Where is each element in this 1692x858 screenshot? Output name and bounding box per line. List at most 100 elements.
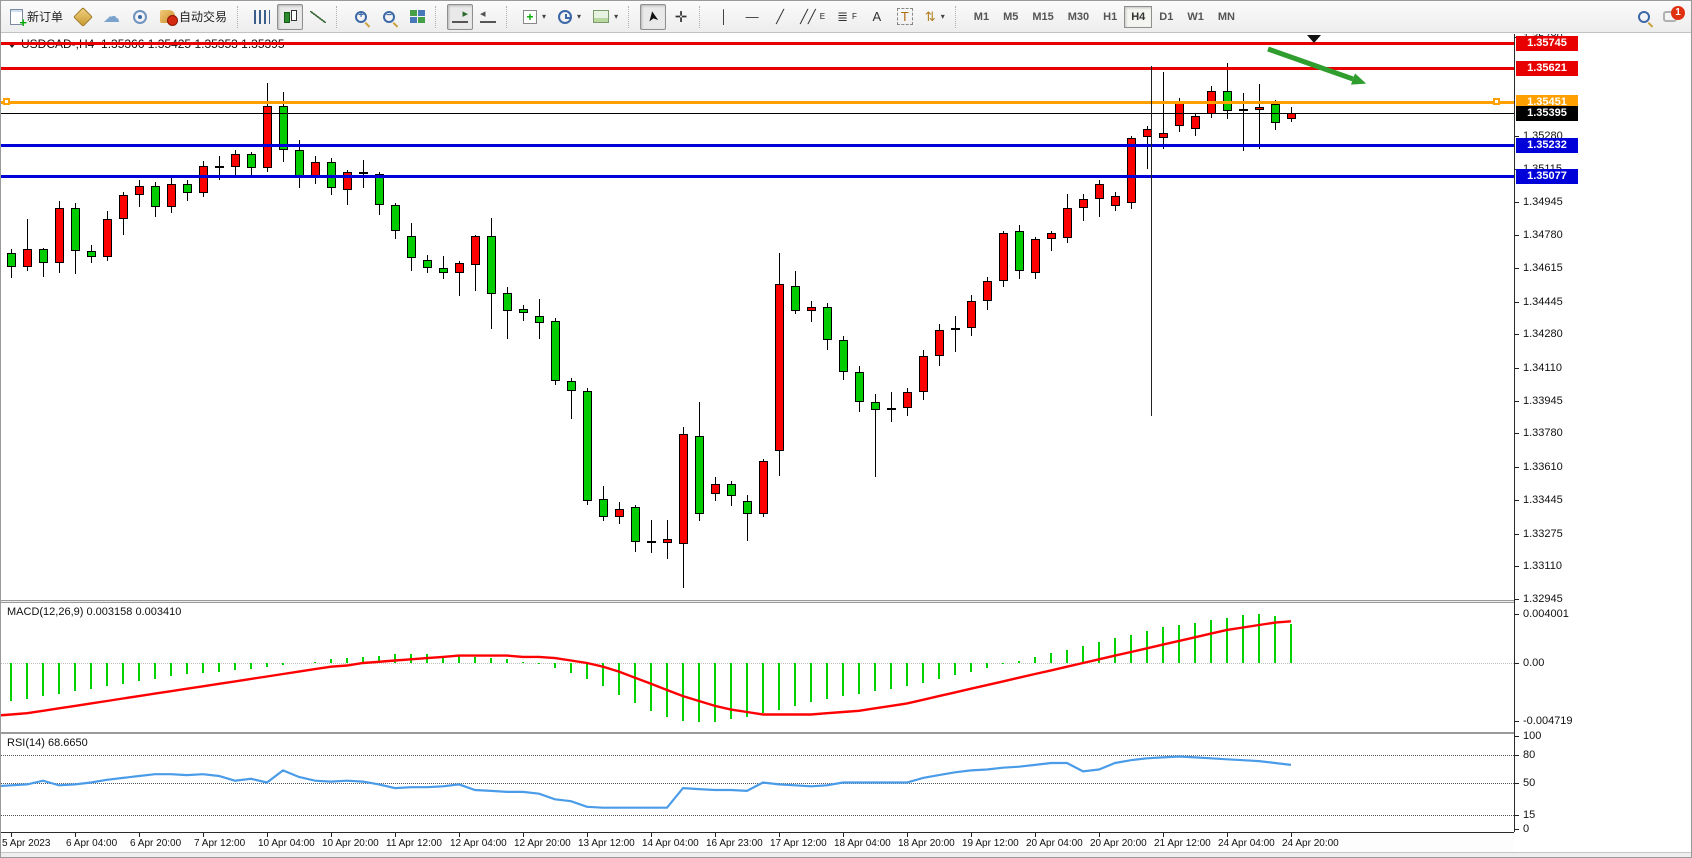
support-line-lower[interactable]: [1, 174, 1514, 178]
time-tick-mark: [1291, 833, 1292, 837]
time-tick-label: 10 Apr 20:00: [322, 838, 379, 849]
text-tool-button[interactable]: A: [864, 4, 890, 30]
search-button[interactable]: [1631, 4, 1657, 30]
community-button[interactable]: ☁: [98, 4, 125, 30]
macd-histogram-bar: [378, 655, 380, 663]
orange-line-handle[interactable]: [3, 98, 10, 106]
price-axis[interactable]: 1.357801.352801.351151.349451.347801.346…: [1514, 34, 1691, 832]
period-menu-button[interactable]: ▾: [553, 4, 586, 30]
auto-scroll-button[interactable]: [475, 4, 501, 30]
candle: [167, 183, 176, 208]
candle-wick: [875, 393, 876, 477]
down-triangle-marker[interactable]: [1307, 35, 1321, 43]
time-axis[interactable]: 5 Apr 2023 6 Apr 04:00 6 Apr 20:00 7 Apr 12…: [1, 832, 1514, 852]
timeframe-D1[interactable]: D1: [1159, 10, 1174, 23]
candle: [1079, 199, 1088, 208]
rsi-panel[interactable]: RSI(14) 68.6650: [1, 734, 1514, 832]
timeframe-M1[interactable]: M1: [973, 10, 990, 23]
arrows-tool-button[interactable]: ⇅ ▾: [920, 4, 950, 30]
candlestick-mode-button[interactable]: [277, 3, 304, 30]
panel-separator[interactable]: [1, 732, 1691, 734]
cursor-tool-button[interactable]: ➤: [640, 3, 667, 30]
signals-button[interactable]: [127, 4, 153, 30]
support-line-upper[interactable]: [1, 144, 1514, 148]
rsi-tick-label: 0: [1523, 823, 1530, 832]
candle: [439, 268, 448, 274]
crosshair-icon: ✛: [674, 8, 688, 26]
timeframe-group: M1 M5 M15 M30 H1 H4 D1 W1 MN: [967, 5, 1242, 28]
rsi-current-value: 68.6650: [47, 737, 88, 749]
timeframe-M5[interactable]: M5: [1003, 10, 1019, 23]
macd-histogram-bar: [42, 663, 44, 697]
timeframe-W1[interactable]: W1: [1187, 10, 1204, 23]
price-chart-panel[interactable]: USDCAD-,H4 1.35366 1.35425 1.35353 1.353…: [1, 34, 1514, 600]
zoom-out-button[interactable]: −: [376, 4, 402, 30]
macd-histogram-bar: [1098, 642, 1100, 663]
time-tick-label: 18 Apr 04:00: [834, 838, 891, 849]
channel-tool-button[interactable]: ╱╱ E: [795, 4, 830, 30]
time-tick-label: 20 Apr 04:00: [1026, 838, 1083, 849]
resistance-line-upper[interactable]: [1, 42, 1514, 46]
candle: [359, 171, 368, 174]
timeframe-M30[interactable]: M30: [1067, 10, 1090, 23]
time-tick-label: 5 Apr 2023: [2, 838, 51, 849]
candle: [551, 321, 560, 381]
candle: [1127, 137, 1136, 203]
notifications-button[interactable]: 1: [1663, 5, 1685, 26]
bid-price-line[interactable]: [1, 112, 1514, 114]
chart-shift-button[interactable]: [447, 3, 474, 30]
fibonacci-tool-button[interactable]: ≣ F: [832, 4, 862, 30]
text-label-tool-button[interactable]: T: [892, 4, 918, 30]
price-label-badge: 1.35232: [1516, 138, 1578, 154]
candle-wick: [443, 255, 444, 279]
macd-histogram-bar: [122, 663, 124, 684]
price-tick-label: 1.34110: [1523, 362, 1562, 374]
zoom-in-button[interactable]: +: [348, 4, 374, 30]
deposit-button[interactable]: [70, 4, 96, 30]
line-chart-mode-button[interactable]: [305, 4, 331, 30]
macd-histogram-bar: [650, 663, 652, 711]
green-arrow-head[interactable]: [1351, 73, 1367, 85]
tile-windows-button[interactable]: [404, 4, 430, 30]
crosshair-tool-button[interactable]: ✛: [668, 4, 694, 30]
orange-line-handle[interactable]: [1493, 98, 1500, 106]
candle: [231, 153, 240, 167]
panel-separator[interactable]: [1, 600, 1691, 603]
trendline-tool-button[interactable]: ╱: [767, 4, 793, 30]
bar-chart-mode-button[interactable]: [249, 4, 275, 30]
bar-chart-icon: [254, 9, 271, 24]
candle-wick: [27, 219, 28, 271]
timeframe-M15[interactable]: M15: [1032, 10, 1054, 23]
macd-histogram-bar: [90, 663, 92, 689]
vertical-line-object[interactable]: [1151, 66, 1152, 416]
resistance-line-lower[interactable]: [1, 66, 1514, 70]
candle: [695, 436, 704, 514]
macd-histogram-bar: [1210, 620, 1212, 663]
macd-histogram-bar: [986, 663, 988, 668]
add-indicator-button[interactable]: + ▾: [518, 4, 551, 30]
auto-trading-button[interactable]: 自动交易: [155, 4, 232, 30]
fibonacci-icon: ≣: [837, 8, 848, 24]
macd-signal-line: [1, 620, 1292, 717]
macd-histogram-bar: [426, 654, 428, 663]
new-order-button[interactable]: 新订单: [5, 4, 68, 30]
price-tick-label: 1.33445: [1523, 493, 1563, 506]
candle: [919, 356, 928, 392]
timeframe-MN[interactable]: MN: [1217, 10, 1235, 23]
candle-wick: [1227, 63, 1228, 119]
macd-histogram-bar: [218, 663, 220, 672]
orange-level-line[interactable]: [1, 100, 1514, 104]
macd-panel[interactable]: MACD(12,26,9) 0.003158 0.003410: [1, 603, 1514, 732]
macd-histogram-bar: [970, 663, 972, 672]
candle: [247, 153, 256, 168]
horizontal-line-tool-button[interactable]: —: [739, 4, 765, 30]
template-menu-button[interactable]: ▾: [588, 4, 623, 30]
timeframe-H1[interactable]: H1: [1103, 10, 1118, 23]
text-label-icon: T: [896, 8, 913, 25]
time-tick-mark: [459, 833, 460, 837]
vertical-line-tool-button[interactable]: │: [711, 4, 737, 30]
green-arrow-line[interactable]: [1267, 46, 1354, 82]
macd-histogram-bar: [1194, 622, 1196, 663]
timeframe-H4[interactable]: H4: [1124, 5, 1153, 28]
